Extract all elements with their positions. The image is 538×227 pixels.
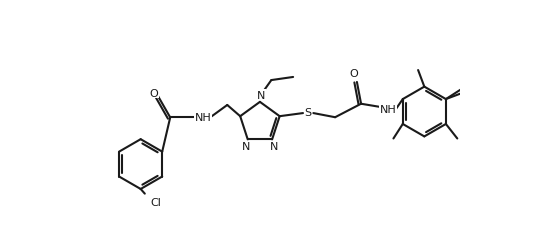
Text: N: N — [242, 142, 250, 152]
Text: S: S — [305, 108, 312, 118]
Text: NH: NH — [380, 104, 397, 114]
Text: O: O — [149, 88, 158, 98]
Text: Cl: Cl — [150, 197, 161, 207]
Text: O: O — [350, 69, 358, 79]
Text: N: N — [270, 142, 278, 152]
Text: N: N — [257, 90, 265, 100]
Text: NH: NH — [195, 113, 211, 123]
